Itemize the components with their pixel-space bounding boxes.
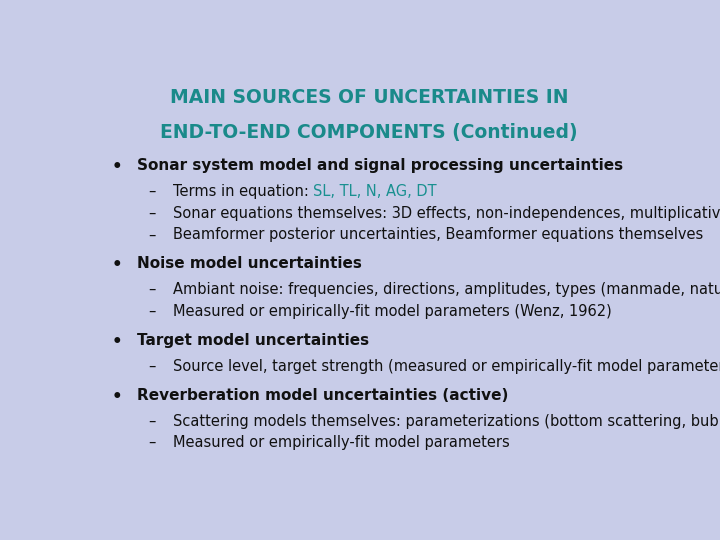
Text: Sonar system model and signal processing uncertainties: Sonar system model and signal processing… xyxy=(138,158,624,173)
Text: Reverberation model uncertainties (active): Reverberation model uncertainties (activ… xyxy=(138,388,509,403)
Text: Sonar equations themselves: 3D effects, non-independences, multiplicative noise: Sonar equations themselves: 3D effects, … xyxy=(173,206,720,221)
Text: •: • xyxy=(111,158,122,177)
Text: •: • xyxy=(111,333,122,351)
Text: Noise model uncertainties: Noise model uncertainties xyxy=(138,256,362,272)
Text: Source level, target strength (measured or empirically-fit model parameters): Source level, target strength (measured … xyxy=(173,359,720,374)
Text: MAIN SOURCES OF UNCERTAINTIES IN: MAIN SOURCES OF UNCERTAINTIES IN xyxy=(170,87,568,107)
Text: –: – xyxy=(148,282,156,297)
Text: Measured or empirically-fit model parameters: Measured or empirically-fit model parame… xyxy=(173,435,509,450)
Text: –: – xyxy=(148,304,156,319)
Text: –: – xyxy=(148,414,156,429)
Text: •: • xyxy=(111,388,122,406)
Text: Beamformer posterior uncertainties, Beamformer equations themselves: Beamformer posterior uncertainties, Beam… xyxy=(173,227,703,242)
Text: –: – xyxy=(148,227,156,242)
Text: –: – xyxy=(148,184,156,199)
Text: •: • xyxy=(111,256,122,274)
Text: Scattering models themselves: parameterizations (bottom scattering, bubbles, etc: Scattering models themselves: parameteri… xyxy=(173,414,720,429)
Text: Measured or empirically-fit model parameters (Wenz, 1962): Measured or empirically-fit model parame… xyxy=(173,304,611,319)
Text: SL, TL, N, AG, DT: SL, TL, N, AG, DT xyxy=(313,184,437,199)
Text: –: – xyxy=(148,206,156,221)
Text: –: – xyxy=(148,359,156,374)
Text: Terms in equation:: Terms in equation: xyxy=(173,184,313,199)
Text: Ambiant noise: frequencies, directions, amplitudes, types (manmade, natural): Ambiant noise: frequencies, directions, … xyxy=(173,282,720,297)
Text: END-TO-END COMPONENTS (Continued): END-TO-END COMPONENTS (Continued) xyxy=(160,123,578,142)
Text: Target model uncertainties: Target model uncertainties xyxy=(138,333,369,348)
Text: –: – xyxy=(148,435,156,450)
